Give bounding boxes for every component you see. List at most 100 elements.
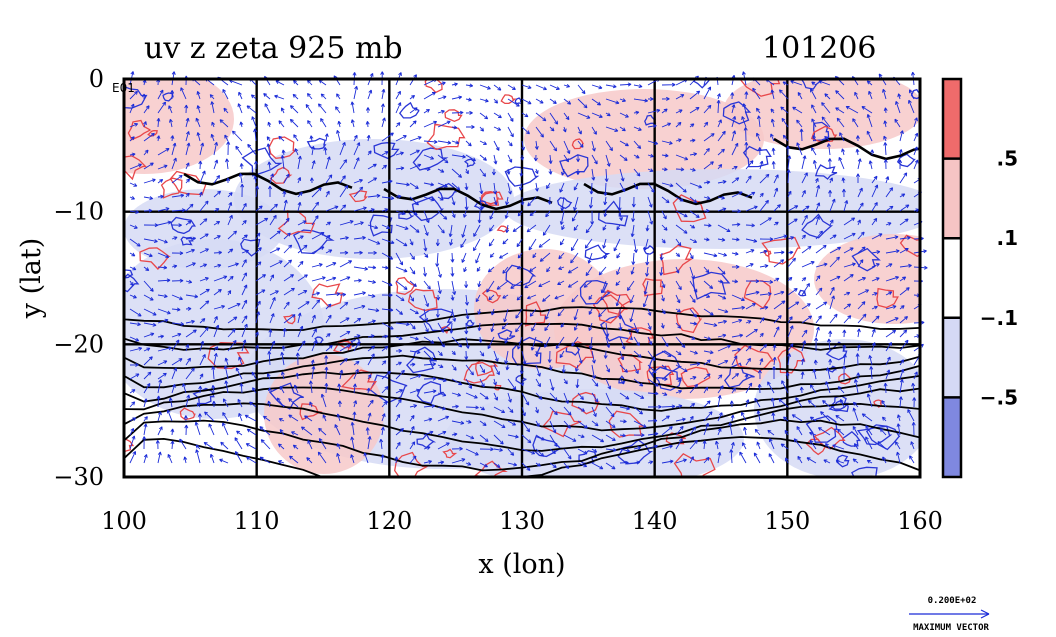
wind-vector: [546, 266, 551, 273]
wind-vector: [367, 265, 377, 270]
wind-vector: [297, 325, 304, 338]
wind-vector: [809, 416, 817, 422]
wind-vector: [325, 262, 337, 268]
wind-vector: [531, 322, 537, 332]
wind-vector: [822, 400, 831, 408]
wind-vector: [295, 352, 300, 366]
wind-vector: [171, 332, 182, 338]
wind-vector: [381, 401, 388, 408]
wind-vector: [795, 397, 803, 408]
wind-vector: [255, 300, 261, 310]
wind-vector: [626, 280, 635, 291]
wind-vector: [731, 251, 739, 256]
wind-vector: [451, 350, 456, 356]
wind-vector: [547, 196, 552, 205]
wind-vector: [820, 411, 831, 422]
wind-vector: [294, 148, 299, 156]
wind-vector: [437, 322, 444, 333]
wind-vector: [885, 305, 897, 310]
wind-vector: [868, 90, 873, 100]
wind-vector: [365, 107, 370, 114]
wind-vector: [184, 424, 189, 436]
wind-vector: [381, 117, 386, 128]
wind-vector: [801, 277, 807, 282]
wind-vector: [381, 413, 386, 422]
wind-vector: [255, 344, 259, 352]
wind-vector: [633, 154, 640, 159]
wind-vector: [185, 178, 191, 184]
wind-vector: [771, 147, 776, 156]
wind-vector: [835, 414, 845, 422]
wind-vector: [366, 387, 371, 394]
wind-vector: [745, 238, 758, 243]
wind-vector: [577, 98, 588, 109]
wind-vector: [353, 235, 366, 240]
wind-vector: [801, 234, 806, 240]
vorticity-contour-84: [896, 153, 916, 168]
wind-vector: [913, 132, 919, 142]
wind-vector: [241, 234, 248, 240]
wind-vector: [337, 383, 342, 394]
wind-vector: [477, 280, 482, 288]
wind-vector: [815, 215, 820, 226]
wind-vector: [811, 81, 817, 86]
wind-vector: [796, 142, 803, 156]
wind-vector: [759, 344, 768, 352]
wind-vector: [409, 182, 419, 190]
wind-vector: [703, 147, 710, 156]
colorbar-label-2: −.1: [980, 306, 1018, 330]
wind-vector: [773, 221, 779, 226]
wind-vector: [823, 459, 831, 464]
wind-vector: [409, 415, 415, 422]
wind-vector: [633, 433, 645, 438]
wind-vector: [449, 238, 454, 246]
vorticity-contour-19: [505, 264, 537, 287]
wind-vector: [633, 378, 644, 387]
wind-vector: [647, 431, 659, 436]
wind-vector: [535, 462, 541, 467]
wind-vector: [741, 411, 747, 422]
wind-vector: [213, 304, 225, 310]
wind-vector: [689, 456, 694, 464]
wind-vector: [489, 252, 495, 258]
wind-vector: [260, 439, 271, 450]
colorbar-swatch-3: [943, 317, 961, 398]
wind-vector: [213, 346, 219, 352]
wind-vector: [731, 165, 738, 170]
wind-vector: [717, 427, 722, 436]
wind-vector: [703, 266, 710, 274]
wind-vector: [786, 169, 791, 184]
vorticity-contour-71: [650, 366, 683, 391]
wind-vector: [855, 353, 860, 366]
wind-vector: [787, 353, 792, 366]
vorticity-contour-37: [496, 225, 510, 233]
wind-vector: [771, 161, 776, 170]
wind-vector: [535, 392, 543, 400]
wind-vector: [506, 168, 511, 175]
wind-vector: [423, 417, 433, 422]
wind-vector: [661, 108, 668, 114]
vorticity-contour-23: [241, 147, 283, 177]
wind-vector: [423, 252, 429, 258]
wind-vector: [289, 455, 299, 464]
wind-vector: [451, 82, 458, 87]
wind-vector: [731, 177, 740, 184]
wind-vector: [277, 443, 285, 450]
wind-vector: [325, 249, 333, 254]
wind-vector: [633, 364, 639, 374]
wind-vector: [465, 461, 472, 466]
vorticity-contour-81: [743, 280, 772, 310]
wind-vector: [871, 250, 881, 255]
wind-vector: [324, 133, 329, 142]
wind-vector: [279, 429, 285, 436]
wind-vector: [235, 145, 243, 156]
wind-vector: [157, 194, 164, 199]
wind-vector: [617, 196, 622, 212]
wind-vector: [605, 434, 616, 442]
wind-vector: [835, 459, 845, 464]
wind-vector: [619, 182, 626, 193]
wind-vector: [199, 318, 206, 324]
wind-vector: [563, 448, 572, 460]
wind-vector: [227, 275, 234, 282]
wind-vector: [339, 236, 349, 240]
